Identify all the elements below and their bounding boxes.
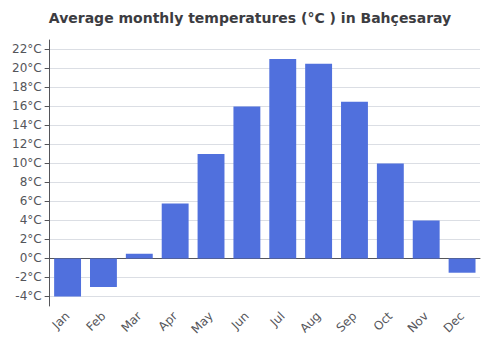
svg-text:Oct: Oct [371, 309, 396, 334]
svg-text:Sep: Sep [334, 309, 360, 335]
svg-text:0°C: 0°C [20, 251, 42, 265]
svg-text:Feb: Feb [83, 309, 108, 334]
svg-text:12°C: 12°C [12, 137, 42, 151]
svg-text:Mar: Mar [118, 309, 144, 335]
svg-text:Jun: Jun [228, 309, 252, 333]
svg-text:10°C: 10°C [12, 156, 42, 170]
svg-text:Jan: Jan [49, 309, 73, 333]
svg-text:Dec: Dec [441, 309, 467, 335]
svg-text:Aug: Aug [297, 309, 323, 335]
svg-text:May: May [189, 309, 216, 336]
svg-text:Nov: Nov [405, 309, 431, 335]
svg-text:22°C: 22°C [12, 42, 42, 56]
svg-text:16°C: 16°C [12, 99, 42, 113]
svg-text:Jul: Jul [267, 309, 288, 330]
svg-text:20°C: 20°C [12, 61, 42, 75]
svg-text:18°C: 18°C [12, 80, 42, 94]
svg-text:-2°C: -2°C [15, 270, 41, 284]
svg-text:4°C: 4°C [20, 213, 42, 227]
svg-text:14°C: 14°C [12, 118, 42, 132]
svg-text:-4°C: -4°C [15, 289, 41, 303]
svg-text:8°C: 8°C [20, 175, 42, 189]
svg-text:6°C: 6°C [20, 194, 42, 208]
svg-text:Apr: Apr [156, 309, 181, 334]
svg-text:Average monthly temperatures (: Average monthly temperatures (°C ) in Ba… [49, 10, 451, 26]
svg-text:2°C: 2°C [20, 232, 42, 246]
